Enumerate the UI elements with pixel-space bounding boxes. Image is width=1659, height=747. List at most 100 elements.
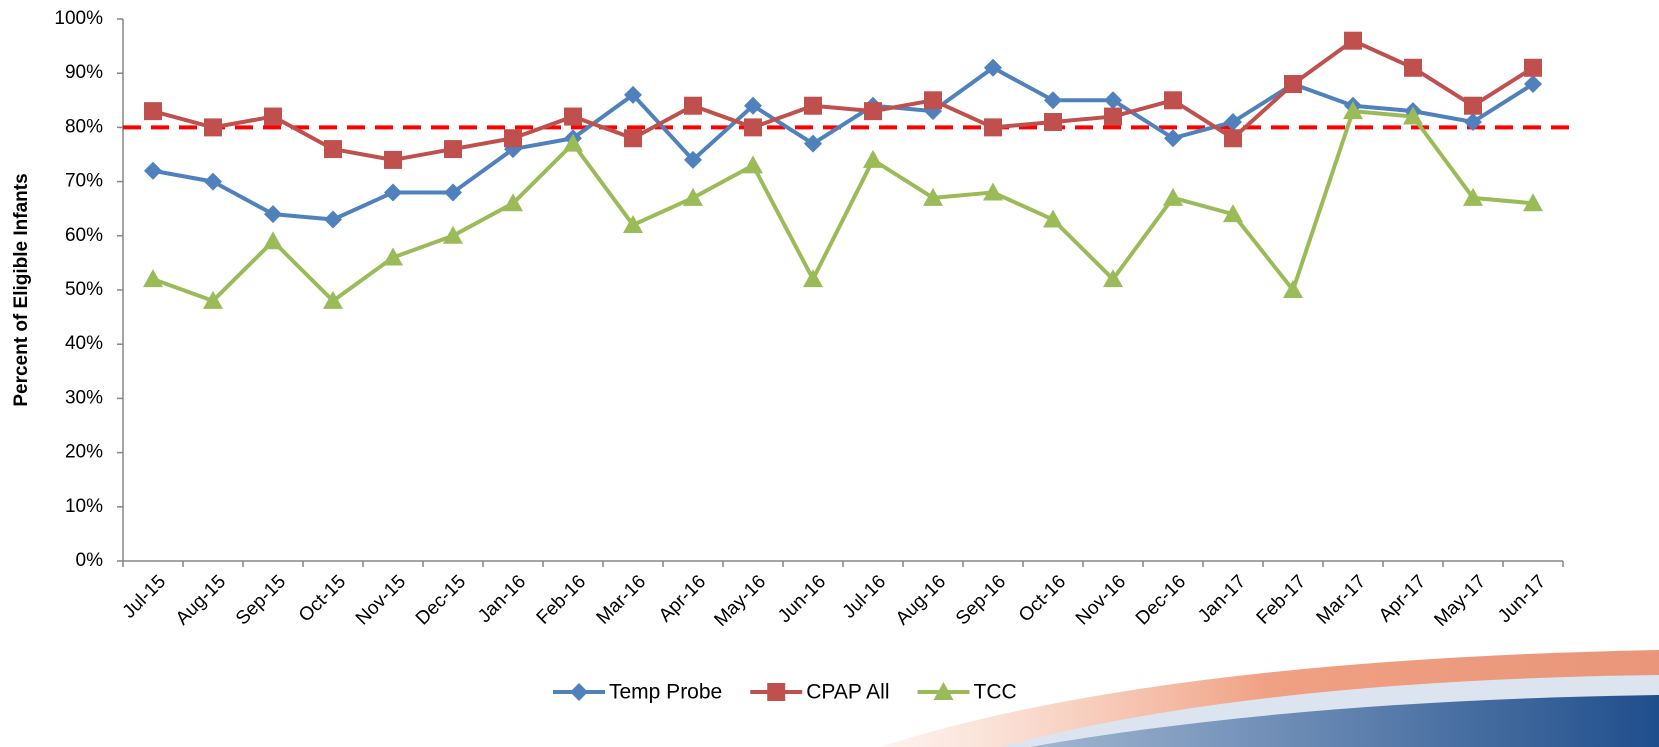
marker xyxy=(1044,112,1062,131)
marker xyxy=(503,193,523,212)
marker xyxy=(924,91,942,110)
x-tick-label: Feb-17 xyxy=(1253,571,1310,628)
marker xyxy=(1523,193,1543,212)
y-axis-title: Percent of Eligible Infants xyxy=(11,173,32,406)
marker xyxy=(1404,58,1422,77)
x-tick-label: Dec-15 xyxy=(412,571,470,629)
legend-label: Temp Probe xyxy=(609,681,722,704)
y-tick-label: 40% xyxy=(65,333,103,354)
x-tick-label: Nov-15 xyxy=(352,571,410,629)
x-tick-label: Jun-16 xyxy=(774,571,830,627)
y-tick-label: 100% xyxy=(54,8,103,29)
y-tick-label: 0% xyxy=(76,550,104,571)
marker xyxy=(923,187,943,206)
marker xyxy=(1524,75,1542,94)
marker xyxy=(804,96,822,115)
marker xyxy=(444,140,462,159)
marker xyxy=(767,683,786,701)
marker xyxy=(1524,58,1542,77)
marker xyxy=(564,107,582,126)
y-tick-label: 70% xyxy=(65,171,103,192)
marker xyxy=(1403,106,1423,125)
marker xyxy=(1164,129,1182,148)
x-tick-label: Jul-16 xyxy=(839,571,890,622)
marker xyxy=(1164,91,1182,110)
marker xyxy=(684,96,702,115)
marker xyxy=(384,150,402,169)
marker xyxy=(1104,91,1122,110)
marker xyxy=(1343,101,1363,120)
marker xyxy=(803,269,823,288)
marker xyxy=(623,214,643,233)
marker xyxy=(1464,96,1482,115)
series-line xyxy=(152,38,1535,162)
series-line xyxy=(152,65,1535,222)
legend-label: TCC xyxy=(974,681,1017,704)
x-tick-label: Mar-16 xyxy=(593,571,650,628)
marker xyxy=(744,96,762,115)
y-tick-label: 90% xyxy=(65,62,103,83)
marker xyxy=(204,118,222,137)
marker xyxy=(743,155,763,174)
marker xyxy=(624,129,642,148)
marker xyxy=(203,290,223,309)
x-tick-label: Apr-16 xyxy=(655,571,710,626)
marker xyxy=(264,205,282,224)
marker xyxy=(684,150,702,169)
x-tick-label: Jan-16 xyxy=(474,571,530,627)
x-tick-label: Oct-16 xyxy=(1015,571,1070,626)
marker xyxy=(1103,269,1123,288)
y-tick-label: 50% xyxy=(65,279,103,300)
marker xyxy=(144,161,162,180)
marker xyxy=(504,129,522,148)
marker xyxy=(933,682,954,700)
legend-label: CPAP All xyxy=(806,681,889,704)
marker xyxy=(984,118,1002,137)
x-tick-label: Sep-15 xyxy=(232,571,290,629)
marker xyxy=(984,58,1002,77)
marker xyxy=(443,225,463,244)
marker xyxy=(744,118,762,137)
swoosh xyxy=(1030,695,1659,747)
y-tick-label: 30% xyxy=(65,387,103,408)
marker xyxy=(444,183,462,202)
marker xyxy=(804,134,822,153)
decoration xyxy=(880,650,1659,747)
marker xyxy=(144,102,162,121)
marker xyxy=(1224,129,1242,148)
y-tick-label: 60% xyxy=(65,225,103,246)
marker xyxy=(570,683,588,701)
x-tick-label: Oct-15 xyxy=(295,571,350,626)
marker xyxy=(1104,107,1122,126)
x-tick-label: Apr-17 xyxy=(1375,571,1430,626)
marker xyxy=(1283,280,1303,298)
x-tick-label: Mar-17 xyxy=(1313,571,1370,628)
marker xyxy=(624,85,642,104)
x-tick-label: Sep-16 xyxy=(952,571,1010,629)
x-tick-label: Dec-16 xyxy=(1132,571,1190,629)
x-tick-label: Jan-17 xyxy=(1194,571,1250,627)
y-tick-label: 80% xyxy=(65,116,103,137)
x-tick-label: Aug-16 xyxy=(892,571,950,629)
x-tick-label: Nov-16 xyxy=(1072,571,1130,629)
marker xyxy=(1463,187,1483,206)
marker xyxy=(1344,31,1362,50)
marker xyxy=(1464,112,1482,131)
y-tick-label: 20% xyxy=(65,442,103,463)
marker xyxy=(1163,187,1183,206)
marker xyxy=(1284,75,1302,94)
marker xyxy=(143,269,163,288)
marker xyxy=(1043,209,1063,228)
x-tick-label: Aug-15 xyxy=(172,571,230,629)
marker xyxy=(983,182,1003,201)
marker xyxy=(324,140,342,159)
marker xyxy=(1044,91,1062,110)
marker xyxy=(263,231,283,250)
x-tick-label: May-17 xyxy=(1430,571,1490,631)
x-tick-label: Feb-16 xyxy=(533,571,590,628)
y-tick-label: 10% xyxy=(65,496,103,517)
marker xyxy=(323,290,343,309)
x-tick-label: Jul-15 xyxy=(119,571,170,622)
x-tick-label: Jun-17 xyxy=(1494,571,1550,627)
